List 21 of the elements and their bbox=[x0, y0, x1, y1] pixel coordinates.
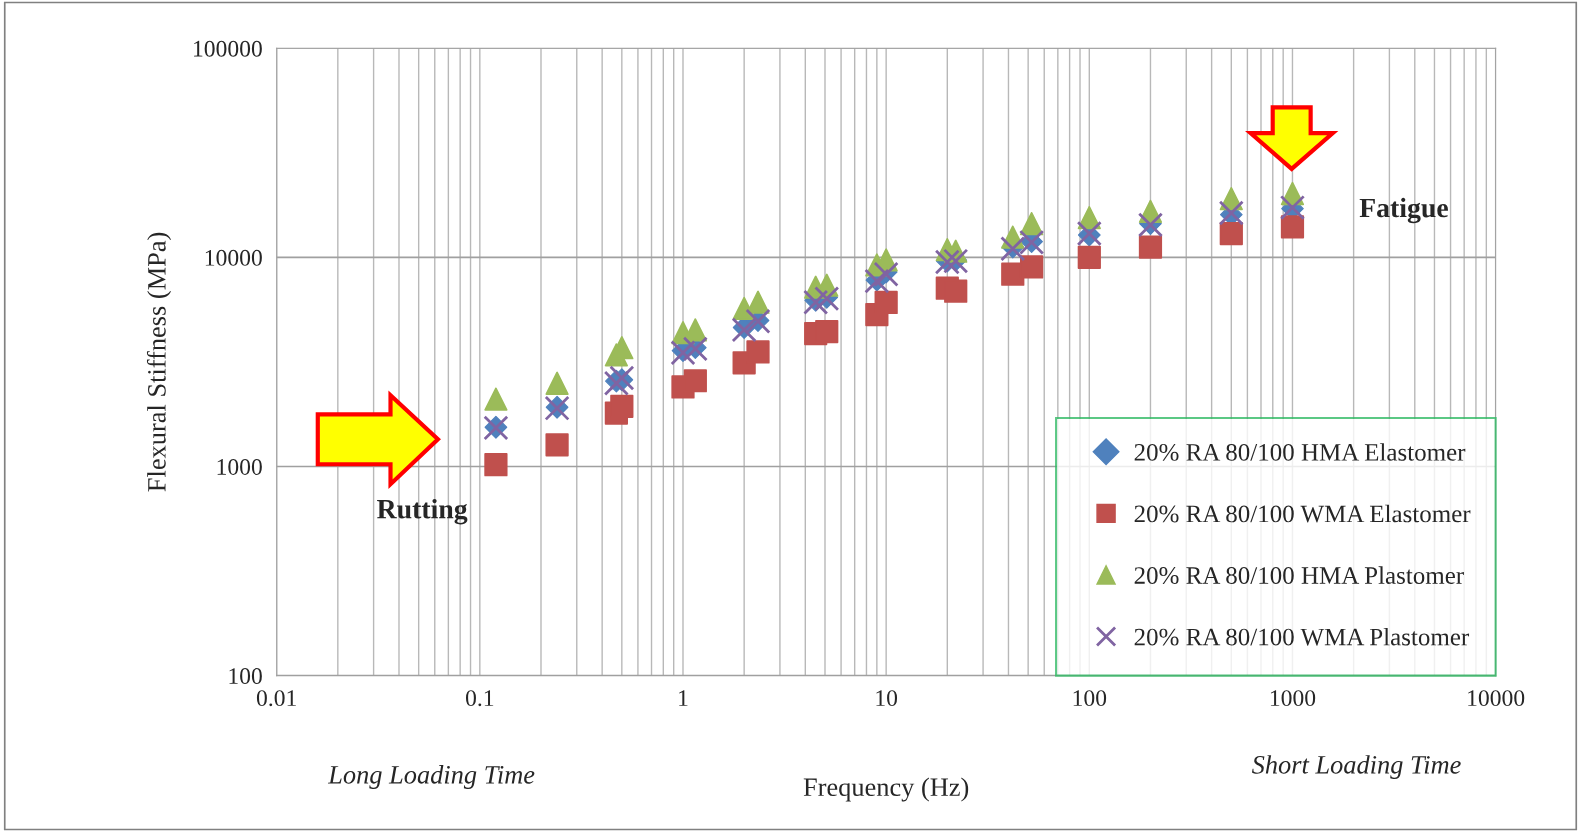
x-tick-label: 100 bbox=[1073, 690, 1107, 707]
legend-label: 20% RA 80/100 HMA Elastomer bbox=[1134, 443, 1466, 461]
y-tick-label: 100000 bbox=[194, 40, 262, 57]
y-tick-label: 10000 bbox=[205, 249, 262, 266]
x-tick-label: 10 bbox=[876, 690, 898, 707]
legend-label: 20% RA 80/100 HMA Plastomer bbox=[1134, 566, 1464, 585]
text: Long Loading Time bbox=[327, 765, 535, 790]
x-tick-label: 1 bbox=[679, 690, 688, 706]
annotation: Fatigue bbox=[1359, 197, 1448, 224]
x-tick-label: 0.1 bbox=[465, 690, 494, 707]
x-axis-title: Frequency (Hz) bbox=[803, 777, 969, 802]
x-tick-label: 1000 bbox=[1270, 690, 1316, 707]
annotation: Rutting bbox=[377, 498, 468, 525]
y-axis-title: Flexural Stiffness (MPa) bbox=[146, 232, 172, 492]
y-tick-label: 1000 bbox=[217, 458, 262, 475]
y-tick-label: 100 bbox=[229, 668, 262, 685]
x-tick-label: 0.01 bbox=[256, 690, 296, 707]
legend-label: 20% RA 80/100 WMA Elastomer bbox=[1134, 504, 1471, 523]
x-tick-label: 10000 bbox=[1468, 690, 1525, 707]
legend-label: 20% RA 80/100 WMA Plastomer bbox=[1134, 627, 1470, 646]
text: Short Loading Time bbox=[1251, 755, 1461, 780]
